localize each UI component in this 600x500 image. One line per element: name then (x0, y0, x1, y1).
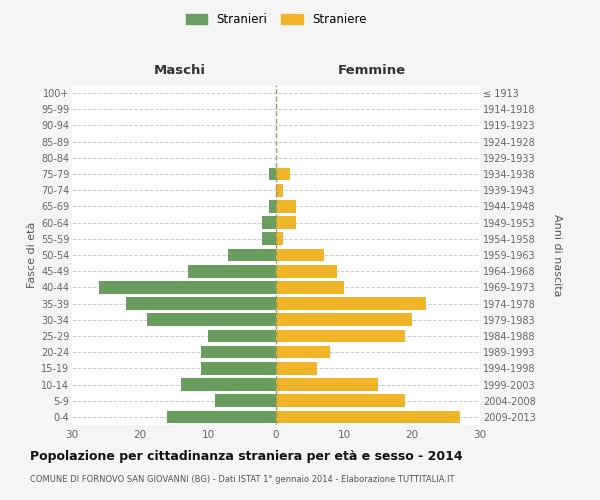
Text: COMUNE DI FORNOVO SAN GIOVANNI (BG) - Dati ISTAT 1° gennaio 2014 - Elaborazione : COMUNE DI FORNOVO SAN GIOVANNI (BG) - Da… (30, 475, 455, 484)
Bar (127, 298, 276, 310)
Bar (276, 314, 412, 326)
Bar (201, 346, 276, 358)
Bar (276, 200, 296, 212)
Bar (262, 232, 276, 245)
Text: Popolazione per cittadinanza straniera per età e sesso - 2014: Popolazione per cittadinanza straniera p… (30, 450, 463, 463)
Bar (99, 281, 276, 293)
Bar (276, 362, 317, 374)
Bar (201, 362, 276, 374)
Bar (147, 314, 276, 326)
Bar (276, 281, 344, 293)
Bar (181, 378, 276, 391)
Text: Maschi: Maschi (154, 64, 206, 78)
Bar (276, 394, 405, 407)
Text: Femmine: Femmine (338, 64, 406, 78)
Bar (276, 168, 290, 180)
Bar (229, 248, 276, 262)
Bar (276, 410, 460, 423)
Y-axis label: Anni di nascita: Anni di nascita (552, 214, 562, 296)
Bar (262, 216, 276, 229)
Y-axis label: Fasce di età: Fasce di età (26, 222, 37, 288)
Bar (276, 184, 283, 196)
Bar (215, 394, 276, 407)
Bar (269, 200, 276, 212)
Legend: Stranieri, Straniere: Stranieri, Straniere (181, 8, 371, 31)
Bar (276, 378, 378, 391)
Bar (208, 330, 276, 342)
Bar (167, 410, 276, 423)
Bar (269, 168, 276, 180)
Bar (276, 232, 283, 245)
Bar (188, 265, 276, 278)
Bar (276, 330, 405, 342)
Bar (276, 346, 331, 358)
Bar (276, 248, 323, 262)
Bar (276, 265, 337, 278)
Bar (276, 216, 296, 229)
Bar (276, 298, 425, 310)
